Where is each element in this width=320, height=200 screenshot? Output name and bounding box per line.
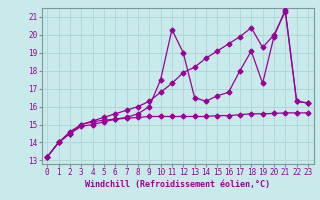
X-axis label: Windchill (Refroidissement éolien,°C): Windchill (Refroidissement éolien,°C) <box>85 180 270 189</box>
